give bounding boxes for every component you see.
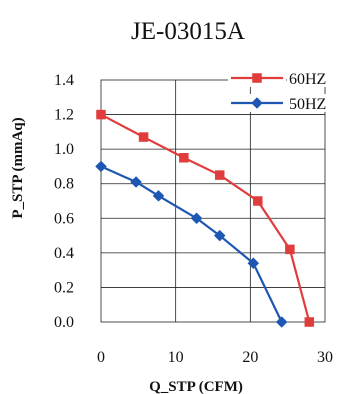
series-50hz xyxy=(95,160,288,328)
y-axis-title: P_STP (mmAq) xyxy=(10,117,26,218)
x-tick-label: 30 xyxy=(317,349,333,366)
y-tick-label: 0.2 xyxy=(54,279,74,296)
y-tick-label: 0.6 xyxy=(54,210,74,227)
legend-item-60hz: 60HZ xyxy=(228,69,335,88)
series-60hz xyxy=(96,109,315,327)
data-point-60hz xyxy=(214,170,225,180)
legend-label-background xyxy=(287,94,335,112)
grid xyxy=(101,80,325,322)
x-tick-label: 0 xyxy=(97,349,105,366)
legend-label-60hz: 60HZ xyxy=(289,71,326,88)
y-tick-label: 0.8 xyxy=(54,176,74,193)
legend: 60HZ 50HZ xyxy=(228,69,335,113)
data-point-50hz xyxy=(152,189,165,202)
legend-item-50hz: 50HZ xyxy=(228,94,335,113)
data-point-50hz xyxy=(275,316,288,328)
y-tick-label: 1.0 xyxy=(54,141,74,158)
y-tick-label: 0.0 xyxy=(54,314,74,331)
x-axis-title: Q_STP (CFM) xyxy=(149,379,243,394)
x-tick-label: 20 xyxy=(242,349,258,366)
data-point-60hz xyxy=(138,132,149,142)
chart-title: JE-03015A xyxy=(131,18,245,45)
plot-border xyxy=(100,79,326,323)
data-point-50hz xyxy=(95,160,107,173)
x-tick-label: 10 xyxy=(168,349,184,366)
y-tick-label: 1.4 xyxy=(54,72,74,89)
legend-label-50hz: 50HZ xyxy=(289,96,326,113)
plot-frame xyxy=(100,79,326,323)
data-point-60hz xyxy=(179,153,189,163)
y-tick-label: 1.2 xyxy=(54,107,74,124)
x-axis-ticks: 0 10 20 30 xyxy=(97,349,333,366)
data-point-50hz xyxy=(190,212,203,225)
data-point-60hz xyxy=(253,196,263,206)
data-point-50hz xyxy=(247,257,260,270)
series-line-50hz xyxy=(100,165,283,323)
legend-marker-50hz xyxy=(251,97,263,109)
data-point-60hz xyxy=(96,109,106,120)
series-group xyxy=(95,109,315,328)
data-point-50hz xyxy=(213,229,226,242)
data-point-60hz xyxy=(304,317,315,327)
y-axis-ticks: 0.0 0.2 0.4 0.6 0.8 1.0 1.2 1.4 xyxy=(54,72,74,331)
y-tick-label: 0.4 xyxy=(54,245,74,262)
data-point-60hz xyxy=(285,244,295,255)
legend-marker-60hz xyxy=(252,73,262,83)
data-point-50hz xyxy=(130,176,142,188)
legend-label-background xyxy=(287,69,335,87)
